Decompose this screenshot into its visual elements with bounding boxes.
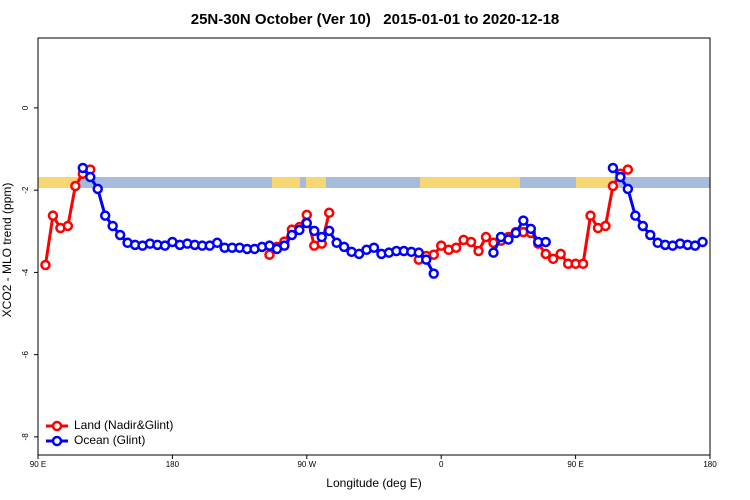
data-point: [630, 210, 641, 221]
data-point: [547, 253, 559, 265]
legend-label: Land (Nadir&Glint): [74, 418, 173, 432]
data-point: [353, 248, 365, 260]
x-tick-label: 0: [439, 460, 444, 469]
data-point: [540, 236, 551, 248]
data-point: [428, 268, 439, 279]
y-tick-label: -6: [21, 351, 30, 359]
data-point: [107, 220, 118, 232]
x-tick-label: 90 E: [30, 460, 46, 469]
data-point: [301, 209, 313, 221]
data-point: [510, 227, 522, 239]
data-point: [211, 237, 223, 249]
data-point: [286, 229, 298, 241]
data-point: [264, 249, 275, 260]
land-band: [38, 177, 78, 188]
data-point: [368, 242, 380, 253]
data-point: [92, 183, 103, 195]
data-point: [600, 220, 611, 232]
y-tick-label: -4: [21, 268, 30, 276]
chart-title: 25N-30N October (Ver 10) 2015-01-01 to 2…: [191, 11, 560, 28]
data-point: [480, 231, 492, 243]
data-point: [645, 229, 656, 241]
data-point: [316, 231, 327, 243]
land-band: [420, 177, 520, 188]
data-point: [70, 180, 81, 192]
data-point: [413, 247, 425, 258]
data-point: [309, 225, 320, 237]
legend: Land (Nadir&Glint)Ocean (Glint): [46, 418, 173, 447]
data-point: [40, 259, 51, 271]
data-point: [518, 215, 529, 226]
legend-marker: [51, 420, 63, 432]
data-point: [338, 241, 350, 253]
data-point: [555, 248, 566, 260]
data-point: [525, 223, 537, 235]
data-point: [77, 162, 89, 174]
data-point: [465, 236, 477, 248]
data-point: [503, 234, 514, 245]
y-tick-label: -2: [21, 186, 30, 194]
land-band: [272, 177, 300, 188]
plot-frame: [37, 37, 711, 456]
data-point: [697, 236, 708, 248]
data-point: [47, 210, 59, 221]
data-point: [323, 207, 335, 219]
x-tick-label: 180: [166, 460, 180, 469]
y-axis-title: XCO2 - MLO trend (ppm): [0, 183, 14, 318]
data-point: [622, 164, 634, 175]
data-point: [585, 210, 596, 221]
data-point: [540, 248, 551, 260]
data-point: [637, 220, 649, 232]
data-point: [301, 217, 313, 229]
x-tick-label: 180: [703, 460, 717, 469]
data-point: [323, 225, 335, 237]
data-point: [450, 242, 462, 253]
x-tick-label: 90 E: [567, 460, 583, 469]
legend-marker: [51, 435, 63, 447]
x-tick-label: 90 W: [297, 460, 316, 469]
surface-band: [38, 177, 710, 188]
x-axis-title: Longitude (deg E): [326, 476, 421, 490]
land-band: [306, 177, 326, 188]
data-point: [62, 220, 74, 232]
data-point: [622, 183, 634, 195]
data-point: [421, 254, 432, 265]
legend-label: Ocean (Glint): [74, 433, 145, 447]
y-tick-label: -8: [21, 433, 30, 441]
data-point: [294, 224, 305, 236]
land-band: [576, 177, 614, 188]
data-point: [607, 162, 619, 174]
data-point: [85, 171, 96, 183]
ocean-band: [38, 177, 710, 188]
data-point: [279, 240, 290, 251]
y-tick-label: 0: [21, 105, 30, 110]
data-point: [615, 171, 626, 183]
data-point: [473, 245, 484, 257]
data-point: [607, 180, 619, 192]
data-point: [331, 237, 342, 249]
data-point: [99, 210, 111, 221]
data-point: [488, 247, 499, 258]
data-point: [428, 249, 439, 260]
data-point: [435, 240, 447, 251]
data-point: [114, 229, 126, 241]
data-point: [577, 258, 589, 270]
